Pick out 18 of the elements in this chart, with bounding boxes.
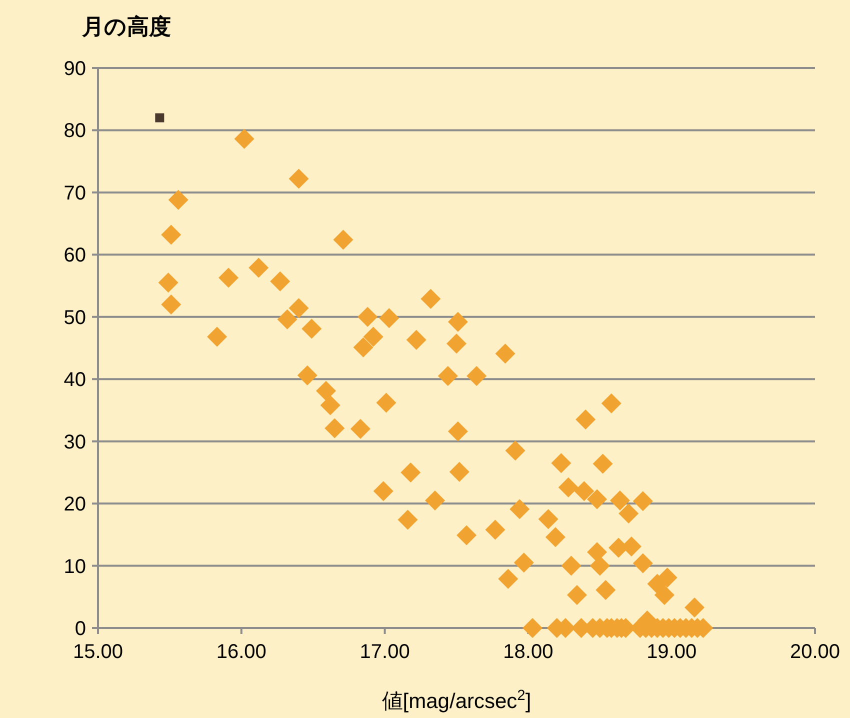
x-tick-label: 15.00 [72,641,124,663]
x-tick-label: 20.00 [790,641,840,663]
y-tick-label: 0 [74,618,86,640]
y-tick-label: 50 [64,306,86,329]
x-tick-label: 16.00 [216,641,266,663]
x-tick-label: 18.00 [503,641,554,663]
chart-title: 月の高度 [81,14,171,39]
y-tick-label: 70 [64,182,86,204]
y-tick-label: 30 [64,431,86,454]
x-axis-title: 値[mag/arcsec$^{2}$] [382,688,532,713]
x-tick-label: 17.00 [360,641,410,663]
y-tick-label: 10 [64,556,86,578]
y-tick-label: 90 [64,58,86,80]
y-tick-label: 80 [64,120,86,142]
y-tick-label: 20 [64,494,86,516]
y-tick-label: 40 [64,369,86,392]
y-tick-label: 60 [64,244,86,267]
x-tick-label: 19.00 [646,641,697,663]
